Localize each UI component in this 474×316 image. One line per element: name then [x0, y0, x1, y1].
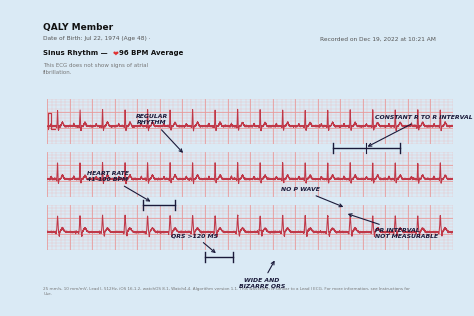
Text: 25 mm/s, 10 mm/mV, Lead I, 512Hz, iOS 16.1.2, watchOS 8.1, Watch4,4. Algorithm v: 25 mm/s, 10 mm/mV, Lead I, 512Hz, iOS 16…: [43, 287, 410, 296]
Text: QRS >120 MS: QRS >120 MS: [172, 233, 219, 252]
Text: REGULAR
RHYTHM: REGULAR RHYTHM: [136, 114, 182, 152]
Text: ❤: ❤: [113, 51, 118, 57]
Text: CONSTANT R TO R INTERVAL: CONSTANT R TO R INTERVAL: [369, 115, 473, 146]
Text: Recorded on Dec 19, 2022 at 10:21 AM: Recorded on Dec 19, 2022 at 10:21 AM: [319, 36, 436, 41]
Text: 96 BPM Average: 96 BPM Average: [119, 51, 183, 57]
Text: Sinus Rhythm —: Sinus Rhythm —: [43, 51, 110, 57]
Text: NO P WAVE: NO P WAVE: [281, 187, 342, 207]
Text: HEART RATE
41-100 BPM: HEART RATE 41-100 BPM: [87, 171, 149, 201]
Text: This ECG does not show signs of atrial
fibrillation.: This ECG does not show signs of atrial f…: [43, 63, 148, 75]
Text: Date of Birth: Jul 22, 1974 (Age 48) ·: Date of Birth: Jul 22, 1974 (Age 48) ·: [43, 36, 151, 41]
Text: PR INTERVAL
NOT MEASURABLE: PR INTERVAL NOT MEASURABLE: [349, 214, 438, 239]
Text: QALY Member: QALY Member: [43, 23, 113, 32]
Text: WIDE AND
BIZARRE QRS: WIDE AND BIZARRE QRS: [239, 262, 285, 289]
